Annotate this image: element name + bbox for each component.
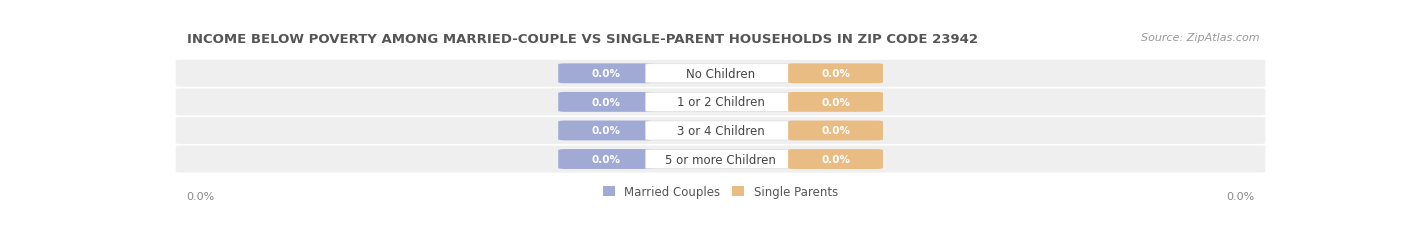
- Text: 0.0%: 0.0%: [821, 69, 851, 79]
- Text: 0.0%: 0.0%: [187, 191, 215, 201]
- Text: 3 or 4 Children: 3 or 4 Children: [676, 125, 765, 137]
- Text: 0.0%: 0.0%: [821, 126, 851, 136]
- Text: INCOME BELOW POVERTY AMONG MARRIED-COUPLE VS SINGLE-PARENT HOUSEHOLDS IN ZIP COD: INCOME BELOW POVERTY AMONG MARRIED-COUPL…: [187, 33, 977, 46]
- Text: 0.0%: 0.0%: [1226, 191, 1254, 201]
- Legend: Married Couples, Single Parents: Married Couples, Single Parents: [603, 185, 838, 198]
- FancyBboxPatch shape: [645, 150, 796, 169]
- Text: 0.0%: 0.0%: [591, 154, 620, 164]
- FancyBboxPatch shape: [645, 121, 796, 140]
- FancyBboxPatch shape: [645, 93, 796, 112]
- Text: 1 or 2 Children: 1 or 2 Children: [676, 96, 765, 109]
- Text: 0.0%: 0.0%: [591, 69, 620, 79]
- Text: 0.0%: 0.0%: [821, 154, 851, 164]
- FancyBboxPatch shape: [558, 64, 652, 84]
- Text: No Children: No Children: [686, 67, 755, 80]
- FancyBboxPatch shape: [645, 64, 796, 83]
- Text: 0.0%: 0.0%: [591, 97, 620, 107]
- FancyBboxPatch shape: [558, 149, 652, 169]
- FancyBboxPatch shape: [789, 149, 883, 169]
- FancyBboxPatch shape: [558, 93, 652, 112]
- FancyBboxPatch shape: [176, 89, 1265, 116]
- FancyBboxPatch shape: [789, 93, 883, 112]
- FancyBboxPatch shape: [789, 64, 883, 84]
- Text: 0.0%: 0.0%: [591, 126, 620, 136]
- Text: 5 or more Children: 5 or more Children: [665, 153, 776, 166]
- FancyBboxPatch shape: [176, 146, 1265, 173]
- FancyBboxPatch shape: [176, 61, 1265, 87]
- Text: Source: ZipAtlas.com: Source: ZipAtlas.com: [1142, 33, 1260, 43]
- FancyBboxPatch shape: [789, 121, 883, 141]
- Text: 0.0%: 0.0%: [821, 97, 851, 107]
- FancyBboxPatch shape: [176, 118, 1265, 144]
- FancyBboxPatch shape: [558, 121, 652, 141]
